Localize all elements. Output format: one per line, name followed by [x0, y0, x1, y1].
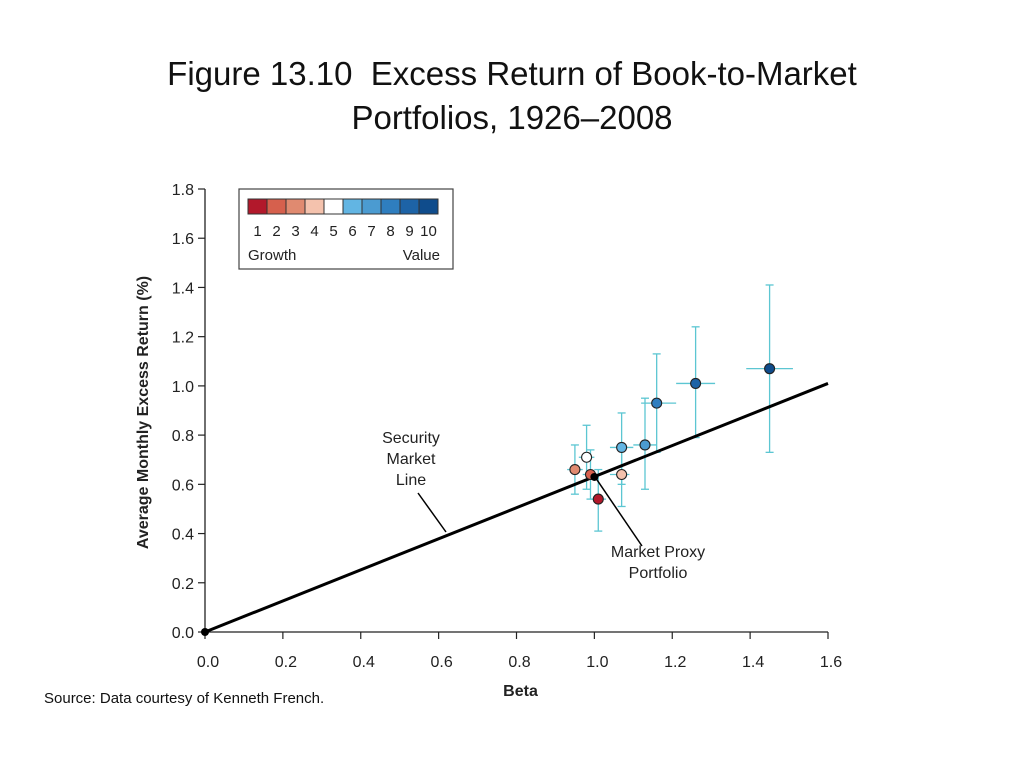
portfolio-point-4 — [616, 468, 628, 481]
slide-title: Figure 13.10 Excess Return of Book-to-Ma… — [0, 52, 1024, 140]
legend-number: 3 — [291, 223, 299, 240]
x-axis-label: Beta — [503, 683, 538, 700]
legend-growth-label: Growth — [248, 247, 296, 264]
portfolio-point-8 — [651, 397, 663, 409]
legend-swatch-7 — [361, 198, 382, 215]
market-proxy-annotation-pointer — [595, 478, 643, 547]
legend-number: 9 — [405, 223, 413, 240]
y-tick-label: 1.6 — [172, 231, 194, 248]
y-tick-label: 0.4 — [172, 527, 194, 544]
sml-annotation-text: Security — [382, 430, 440, 447]
sml-annotation-text: Market — [387, 451, 436, 468]
portfolio-point-1 — [592, 493, 604, 505]
legend-number: 8 — [386, 223, 394, 240]
x-tick-label: 0.8 — [508, 654, 530, 671]
y-tick-label: 1.8 — [172, 182, 194, 199]
legend-swatch-4 — [304, 198, 325, 215]
x-tick-label: 1.4 — [742, 654, 764, 671]
market-proxy-annotation-text: Portfolio — [629, 565, 688, 582]
x-tick-label: 1.0 — [586, 654, 608, 671]
legend-swatch-1 — [247, 198, 268, 215]
y-tick-label: 1.2 — [172, 330, 194, 347]
legend-number: 5 — [329, 223, 337, 240]
y-tick-label: 0.6 — [172, 477, 194, 494]
market-proxy-annotation-text: Market Proxy — [611, 544, 705, 561]
chart-annotations: Security Market Line Market Proxy Portfolio — [382, 430, 705, 582]
portfolio-points — [569, 363, 776, 505]
y-tick-label: 0.2 — [172, 576, 194, 593]
legend-swatch-5 — [323, 198, 344, 215]
portfolio-point-10 — [764, 363, 776, 375]
legend-number: 10 — [420, 223, 437, 240]
y-axis-label: Average Monthly Excess Return (%) — [135, 276, 152, 549]
legend-value-label: Value — [403, 247, 440, 264]
x-tick-label: 0.6 — [431, 654, 453, 671]
portfolio-point-7 — [639, 439, 651, 451]
legend-number: 1 — [253, 223, 261, 240]
x-tick-label: 0.4 — [353, 654, 375, 671]
title-line-1: Figure 13.10 Excess Return of Book-to-Ma… — [167, 55, 857, 92]
legend-swatch-9 — [399, 198, 420, 215]
x-tick-label: 1.2 — [664, 654, 686, 671]
chart-legend: 1 2 3 4 5 6 7 8 9 10 Growth Value — [238, 188, 454, 270]
portfolio-point-5 — [581, 451, 593, 463]
legend-swatch-10 — [418, 198, 439, 215]
legend-swatch-2 — [266, 198, 287, 215]
sml-annotation-text: Line — [396, 472, 426, 489]
y-tick-label: 1.0 — [172, 379, 194, 396]
x-tick-label: 0.0 — [197, 654, 219, 671]
portfolio-point-9 — [690, 377, 702, 389]
legend-number: 4 — [310, 223, 318, 240]
legend-swatch-8 — [380, 198, 401, 215]
error-bars — [567, 284, 793, 532]
security-market-line-group — [201, 382, 829, 636]
y-tick-label: 0.0 — [172, 625, 194, 642]
sml-annotation-pointer — [417, 492, 447, 533]
title-line-2: Portfolios, 1926–2008 — [351, 99, 673, 136]
legend-swatch-6 — [342, 198, 363, 215]
chart-axes: 0.0 0.2 0.4 0.6 0.8 1.0 1.2 1.4 1.6 1.8 0.0 0.2 0.4 0… — [135, 182, 842, 700]
x-tick-label: 0.2 — [275, 654, 297, 671]
x-tick-label: 1.6 — [820, 654, 842, 671]
portfolio-point-3 — [569, 464, 581, 476]
portfolio-point-6 — [616, 441, 628, 453]
legend-number: 2 — [272, 223, 280, 240]
y-tick-label: 0.8 — [172, 428, 194, 445]
security-market-line — [204, 382, 829, 634]
legend-number: 6 — [348, 223, 356, 240]
legend-number: 7 — [367, 223, 375, 240]
legend-swatch-3 — [285, 198, 306, 215]
y-tick-label: 1.4 — [172, 280, 194, 297]
source-note: Source: Data courtesy of Kenneth French. — [44, 690, 325, 707]
origin-point — [201, 628, 209, 636]
